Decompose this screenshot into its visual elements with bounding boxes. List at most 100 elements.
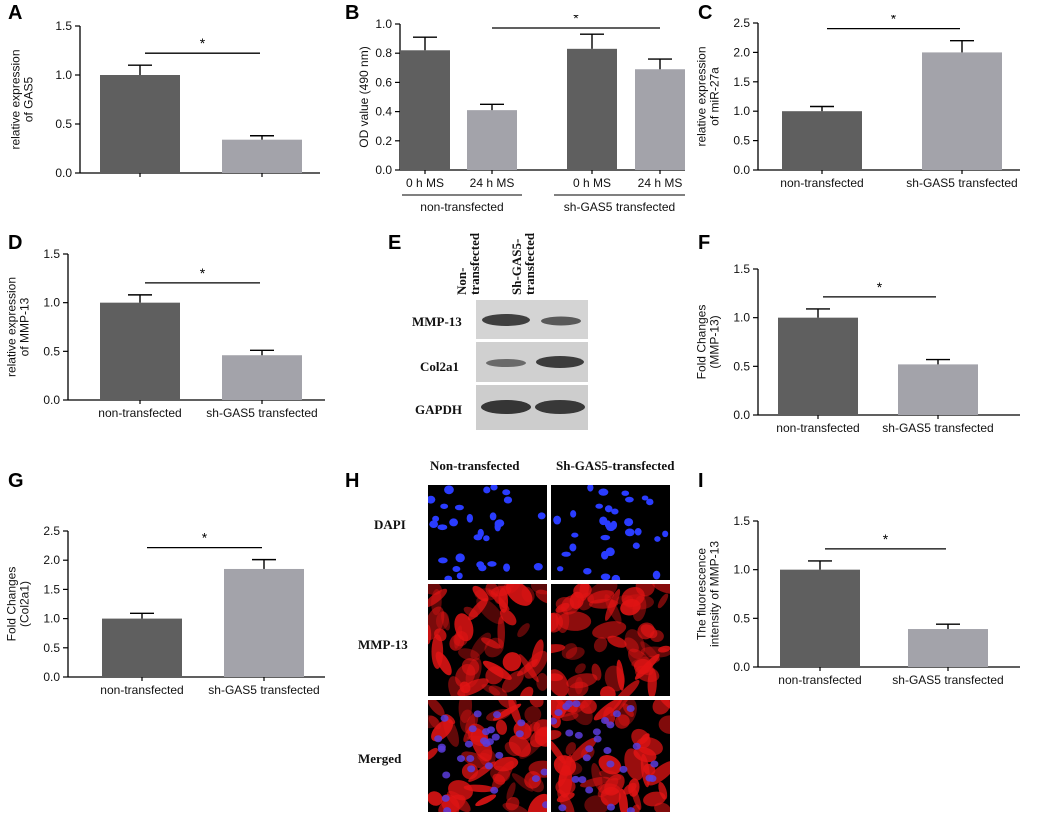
y-tick-label: 0.0	[733, 163, 750, 177]
y-tick-label: 0.0	[733, 660, 750, 674]
x-tick-label: sh-GAS5 transfected	[892, 673, 1003, 687]
y-tick-label: 0.0	[55, 166, 72, 180]
microscopy-panel: Non-transfected Sh-GAS5-transfected DAPI…	[350, 455, 680, 820]
y-axis-label: (MMP-13)	[708, 315, 722, 368]
chart-c-mir27a-expression: 0.0 0.5 1.0 1.5 2.0 2.5 relative expression of …	[695, 15, 1020, 190]
y-tick-label: 2.5	[43, 524, 60, 538]
bar	[222, 139, 302, 173]
bar	[635, 69, 685, 170]
x-tick-label: sh-GAS5 transfected	[906, 176, 1017, 190]
panel-letter-d: D	[8, 232, 23, 254]
y-tick-label: 0.5	[733, 611, 750, 625]
y-tick-label: 0.0	[43, 393, 60, 407]
microscopy-tile	[428, 584, 547, 696]
chart-g-col2a1-fold-change: 0.0 0.5 1.0 1.5 2.0 2.5 Fold Changes (Col2a1) no…	[5, 524, 325, 697]
x-tick-label: non-transfected	[98, 406, 181, 420]
group-label: non-transfected	[420, 200, 503, 214]
y-tick-label: 0.4	[375, 105, 392, 119]
bar	[778, 317, 858, 415]
y-tick-label: 0.5	[733, 359, 750, 373]
x-tick-label: sh-GAS5 transfected	[882, 421, 993, 435]
micro-row-label-merged: Merged	[358, 751, 402, 766]
x-tick-label: 24 h MS	[470, 176, 515, 190]
microscopy-tile	[551, 584, 670, 696]
chart-d-mmp13-expression: 0.0 0.5 1.0 1.5 relative expression of MMP-13…	[5, 247, 325, 420]
microscopy-tile	[551, 485, 670, 580]
y-tick-label: 1.0	[43, 296, 60, 310]
bar	[102, 618, 182, 677]
x-tick-label: sh-GAS5 transfected	[208, 683, 319, 697]
y-axis-label: of GAS5	[22, 76, 36, 122]
y-tick-label: 2.0	[733, 45, 750, 59]
micro-row-label-mmp13: MMP-13	[358, 637, 408, 652]
y-axis-label: of MMP-13	[18, 297, 32, 356]
bar	[100, 75, 180, 173]
x-tick-label: 0 h MS	[573, 176, 611, 190]
significance-star: *	[200, 265, 206, 281]
y-axis-label: of miR-27a	[708, 67, 722, 126]
panel-letter-e: E	[388, 232, 402, 254]
panel-letter-c: C	[698, 2, 713, 24]
y-tick-label: 0.8	[375, 46, 392, 60]
y-axis-label: relative expression	[9, 49, 23, 149]
group-label: sh-GAS5 transfected	[564, 200, 675, 214]
significance-star: *	[573, 15, 579, 26]
y-axis-label: (Col2a1)	[18, 581, 32, 627]
significance-star: *	[877, 279, 883, 295]
blot-column-label-1: Non-transfected	[454, 232, 482, 295]
y-axis-label: relative expression	[5, 277, 19, 377]
chart-f-mmp13-fold-change: 0.0 0.5 1.0 1.5 Fold Changes (MMP-13) non-tran…	[695, 262, 1020, 435]
x-tick-label: non-transfected	[100, 683, 183, 697]
microscopy-tile	[551, 700, 670, 812]
microscopy-tile	[428, 700, 547, 812]
y-axis-label: The fluorescence	[695, 548, 709, 640]
y-tick-label: 0.0	[43, 670, 60, 684]
y-tick-label: 1.5	[733, 514, 750, 528]
y-tick-label: 1.0	[375, 17, 392, 31]
blot-column-label-2: Sh-GAS5-transfected	[509, 232, 537, 295]
y-tick-label: 1.5	[55, 19, 72, 33]
blot-image	[476, 300, 588, 430]
y-tick-label: 1.5	[733, 75, 750, 89]
microscopy-tile	[428, 485, 547, 580]
chart-a-gas5-expression: 0.0 0.5 1.0 1.5 relative expression of GAS5 *	[9, 19, 320, 180]
panel-letter-b: B	[345, 2, 360, 24]
panel-letter-f: F	[698, 232, 711, 254]
y-tick-label: 0.0	[375, 163, 392, 177]
microscopy-images	[428, 485, 670, 812]
y-axis-label: Fold Changes	[5, 567, 19, 642]
blot-row-label-mmp13: MMP-13	[412, 314, 462, 329]
y-tick-label: 1.5	[43, 247, 60, 261]
y-tick-label: 0.5	[43, 344, 60, 358]
bar	[567, 48, 617, 170]
x-tick-label: non-transfected	[778, 673, 861, 687]
significance-star: *	[891, 15, 897, 27]
y-tick-label: 0.5	[43, 641, 60, 655]
y-tick-label: 1.5	[43, 582, 60, 596]
blot-row-label-col2a1: Col2a1	[420, 359, 459, 374]
significance-star: *	[883, 531, 889, 547]
y-axis-label: Fold Changes	[695, 305, 709, 380]
y-tick-label: 0.5	[733, 134, 750, 148]
bar	[922, 52, 1002, 170]
x-tick-label: 0 h MS	[406, 176, 444, 190]
bar	[400, 50, 450, 170]
y-tick-label: 1.0	[733, 311, 750, 325]
bar	[908, 629, 988, 667]
micro-column-label-2: Sh-GAS5-transfected	[556, 458, 675, 473]
bar	[100, 302, 180, 400]
bar	[222, 355, 302, 400]
y-axis-label: intensity of MMP-13	[708, 541, 722, 647]
y-tick-label: 1.0	[55, 68, 72, 82]
chart-i-mmp13-fluorescence: 0.0 0.5 1.0 1.5 The fluorescence intensity of…	[695, 514, 1020, 687]
x-tick-label: non-transfected	[780, 176, 863, 190]
y-tick-label: 0.6	[375, 75, 392, 89]
y-axis-label: relative expression	[695, 46, 709, 146]
micro-row-label-dapi: DAPI	[374, 517, 406, 532]
blot-row-label-gapdh: GAPDH	[415, 402, 462, 417]
bar	[780, 569, 860, 667]
y-tick-label: 2.5	[733, 16, 750, 30]
y-tick-label: 1.0	[733, 563, 750, 577]
y-tick-label: 1.5	[733, 262, 750, 276]
panel-letter-i: I	[698, 470, 704, 492]
